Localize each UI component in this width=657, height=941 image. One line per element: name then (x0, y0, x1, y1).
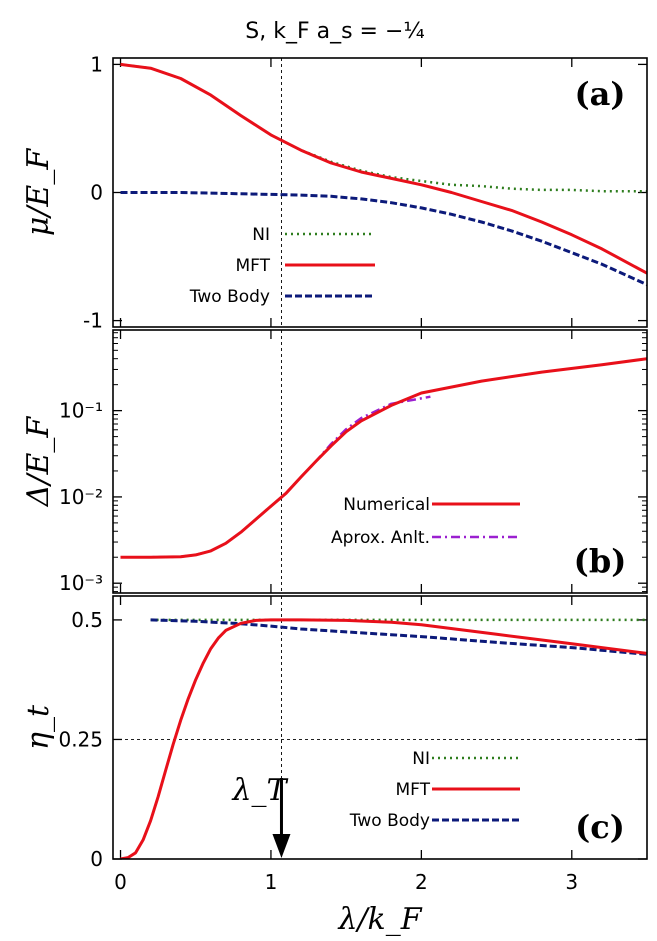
lambda-t-annotation: λ_T (231, 773, 291, 858)
series-group (120, 62, 647, 287)
panel-frame (112, 329, 648, 594)
y-tick-label: 10⁻¹ (59, 399, 103, 423)
x-tick-label: 1 (265, 870, 278, 894)
panel-frame (112, 595, 648, 860)
y-tick-label: 0 (90, 847, 103, 871)
legend-label: MFT (395, 780, 430, 800)
legend-label: MFT (235, 256, 270, 276)
panel-tag: (a) (574, 75, 625, 113)
x-tick-label: 0 (114, 870, 127, 894)
series-line-ni (120, 63, 647, 193)
series-line-numerical (120, 357, 647, 559)
legend-label: NI (412, 749, 430, 769)
y-tick-label: 0.5 (71, 608, 103, 632)
legend-label: NI (252, 225, 270, 245)
legend-label: Aprox. Anlt. (331, 528, 430, 548)
series-line-two-body (120, 191, 647, 287)
y-tick-label: -1 (83, 309, 103, 333)
x-axis: 0 1 2 3 λ/k_F (114, 870, 578, 937)
series-line-two-body (150, 618, 647, 656)
y-tick-label: 0 (90, 181, 103, 205)
y-axis-title: μ/E_F (21, 148, 56, 237)
series-group (120, 357, 647, 559)
y-tick-label: 0.25 (58, 727, 103, 751)
figure-title: S, k_F a_s = −¼ (245, 19, 424, 44)
panel-tag: (b) (574, 542, 627, 580)
legend-label: Numerical (343, 495, 430, 515)
panel-frame (112, 57, 648, 328)
lambda-t-label: λ_T (231, 773, 288, 808)
legend-label: Two Body (349, 811, 430, 831)
series-line-mft (120, 62, 647, 275)
panel-tag: (c) (575, 808, 625, 846)
y-axis-title: Δ/E_F (21, 416, 56, 508)
lambda-t-arrow-head (272, 834, 291, 858)
x-tick-label: 2 (415, 870, 428, 894)
y-tick-label: 10⁻³ (59, 571, 103, 595)
legend-label: Two Body (189, 287, 270, 307)
panel-b: 10⁻¹ 10⁻² 10⁻³ (b) Δ/E_F Numerical Aprox. Anlt… (21, 329, 648, 595)
y-axis-title: η_t (21, 704, 56, 750)
y-tick-label: 10⁻² (59, 485, 103, 509)
panel-c: 0.5 0.25 0 (c) η_t NI MFT Two Body (21, 595, 648, 871)
series-line-mft (120, 618, 647, 859)
panel-a: 1 0 -1 (a) μ/E_F NI MFT Two Body (21, 52, 648, 333)
x-axis-title: λ/k_F (337, 902, 422, 937)
x-tick-label: 3 (565, 870, 578, 894)
series-group (120, 618, 647, 859)
y-tick-label: 1 (90, 52, 103, 76)
